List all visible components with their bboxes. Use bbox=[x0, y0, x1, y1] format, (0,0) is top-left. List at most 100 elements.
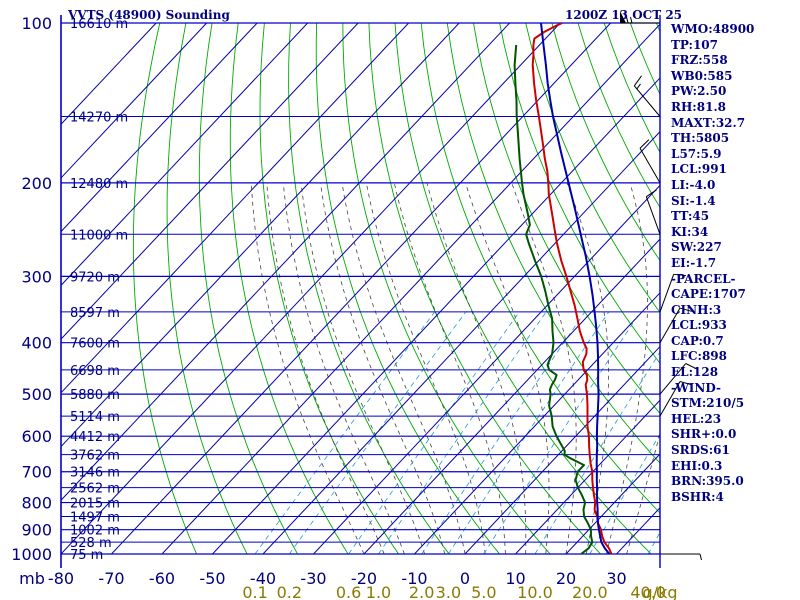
index-wind-heading: -WIND- bbox=[671, 380, 721, 395]
temperature-tick-label: 10 bbox=[505, 569, 525, 588]
moist-adiabat bbox=[465, 182, 550, 554]
wind-barb-staff bbox=[659, 307, 681, 343]
index-srds: SRDS:61 bbox=[671, 443, 730, 458]
pressure-tick-label: 200 bbox=[21, 174, 52, 193]
height-label: 3146 m bbox=[70, 466, 120, 481]
index-thickness: TH:5805 bbox=[671, 131, 730, 146]
temperature-trace bbox=[531, 23, 613, 554]
isotherm bbox=[61, 23, 511, 502]
mixing-ratio-line bbox=[378, 311, 547, 554]
mixing-ratio-label: 1.0 bbox=[366, 583, 391, 600]
temperature-tick-label: 0 bbox=[460, 569, 470, 588]
pressure-tick-label: 500 bbox=[21, 385, 52, 404]
index-total-totals: TT:45 bbox=[671, 209, 710, 224]
temperature-tick-label: -40 bbox=[250, 569, 276, 588]
height-label: 11000 m bbox=[70, 228, 128, 243]
indices-panel: WMO:48900 TP:107 FRZ:558 WB0:585 PW:2.50… bbox=[671, 22, 754, 505]
mixing-ratio-label: 0.6 bbox=[336, 583, 361, 600]
height-label: 5114 m bbox=[70, 410, 120, 425]
wind-barb-staff bbox=[659, 274, 675, 313]
height-label: 7600 m bbox=[70, 337, 120, 352]
mixing-ratio-label: 5.0 bbox=[471, 583, 496, 600]
mixing-ratio-label: 2.0 bbox=[409, 583, 434, 600]
index-el: EL:128 bbox=[671, 365, 719, 380]
pressure-tick-label: 600 bbox=[21, 427, 52, 446]
isotherm bbox=[313, 184, 660, 554]
isotherm bbox=[61, 23, 157, 125]
sounding-time: 1200Z 13 OCT 25 bbox=[565, 8, 683, 22]
index-cape: CAPE:1707 bbox=[671, 287, 746, 302]
pressure-unit-label: mb bbox=[19, 569, 45, 588]
temperature-tick-label: -50 bbox=[199, 569, 225, 588]
height-label: 6698 m bbox=[70, 364, 120, 379]
index-k: KI:34 bbox=[671, 224, 709, 239]
temperature-tick-label: -60 bbox=[149, 569, 175, 588]
height-label: 2562 m bbox=[70, 482, 120, 497]
moist-adiabat bbox=[320, 182, 446, 554]
moist-adiabat bbox=[511, 182, 577, 554]
index-lfc: LFC:898 bbox=[671, 349, 727, 364]
index-lcl: LCL:991 bbox=[671, 162, 727, 177]
dewpoint-trace bbox=[513, 44, 594, 554]
moist-adiabat bbox=[426, 182, 527, 554]
mixing-ratio-line bbox=[589, 433, 660, 554]
temperature-tick-label: -30 bbox=[300, 569, 326, 588]
wind-barb-feather bbox=[685, 363, 698, 370]
index-storm-motion: STM:210/5 bbox=[671, 396, 745, 411]
index-freezing-level: FRZ:558 bbox=[671, 53, 728, 68]
index-parcel-heading: -PARCEL- bbox=[671, 271, 736, 286]
index-bulk-shear: BSHR:4 bbox=[671, 489, 724, 504]
mixing-ratio-line bbox=[448, 311, 610, 554]
index-showalter: SI:-1.4 bbox=[671, 193, 716, 208]
isotherm bbox=[61, 23, 561, 554]
mixing-ratio-label: 10.0 bbox=[517, 583, 553, 600]
pressure-tick-label: 400 bbox=[21, 334, 52, 353]
wind-barb-feather bbox=[639, 139, 650, 149]
pressure-tick-label: 800 bbox=[21, 494, 52, 513]
index-parcel-lcl: LCL:933 bbox=[671, 318, 727, 333]
isotherm bbox=[161, 23, 660, 554]
isotherm bbox=[61, 23, 460, 448]
wind-barb-staff bbox=[633, 85, 661, 117]
moist-adiabat bbox=[341, 182, 466, 554]
pressure-tick-label: 100 bbox=[21, 14, 52, 33]
wind-barb-half-feather bbox=[699, 553, 702, 561]
mixing-ratio-label: 40.0 bbox=[630, 583, 666, 600]
isotherm bbox=[363, 238, 660, 554]
height-label: 4412 m bbox=[70, 430, 120, 445]
index-cap: CAP:0.7 bbox=[671, 333, 724, 348]
temperature-tick-label: 20 bbox=[556, 569, 576, 588]
isotherm bbox=[61, 23, 258, 233]
index-brn: BRN:395.0 bbox=[671, 474, 744, 489]
isotherm bbox=[212, 77, 660, 554]
height-label: 1497 m bbox=[70, 511, 120, 526]
index-helicity: HEL:23 bbox=[671, 411, 722, 426]
wind-barb-flag bbox=[620, 11, 626, 23]
isotherm bbox=[61, 23, 208, 179]
mixing-ratio-label: 0.2 bbox=[277, 583, 302, 600]
index-relative-humidity: RH:81.8 bbox=[671, 99, 726, 114]
mixing-ratio-line bbox=[254, 311, 436, 554]
index-lifted: LI:-4.0 bbox=[671, 177, 716, 192]
parcel-trace bbox=[540, 23, 611, 554]
isotherm bbox=[61, 23, 359, 340]
pressure-tick-label: 1000 bbox=[11, 545, 52, 564]
temperature-tick-label: 30 bbox=[606, 569, 626, 588]
mixing-ratio-label: 20.0 bbox=[572, 583, 608, 600]
moist-adiabat bbox=[300, 182, 425, 554]
wind-barb-staff bbox=[645, 196, 661, 235]
height-label: 12480 m bbox=[70, 177, 128, 192]
pressure-tick-label: 700 bbox=[21, 463, 52, 482]
index-precipitable-water: PW:2.50 bbox=[671, 84, 727, 99]
wind-barb-staff bbox=[659, 363, 687, 395]
mixing-ratio-label: 0.1 bbox=[242, 583, 267, 600]
mixing-ratio-line bbox=[348, 311, 520, 554]
height-label: 528 m bbox=[70, 536, 112, 551]
height-label: 14270 m bbox=[70, 111, 128, 126]
height-label: 16610 m bbox=[70, 17, 128, 32]
wind-barb-staff bbox=[659, 381, 681, 417]
wind-barb-staff bbox=[639, 147, 661, 184]
height-label: 3762 m bbox=[70, 449, 120, 464]
isotherm bbox=[61, 23, 309, 287]
